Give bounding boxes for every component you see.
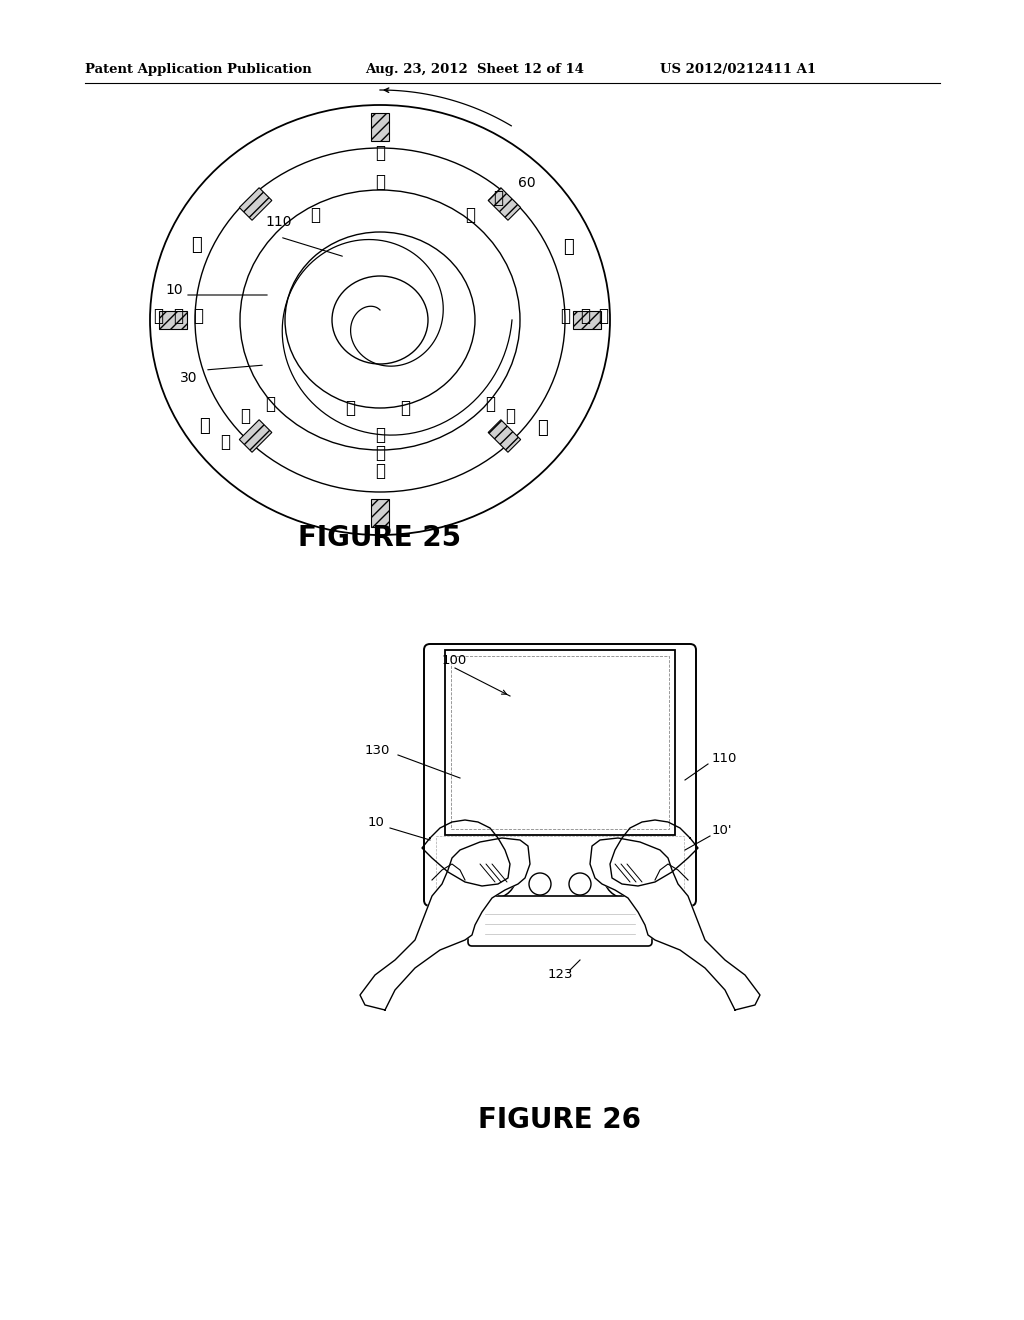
Text: 60: 60 xyxy=(518,176,536,190)
Bar xyxy=(445,649,675,836)
Text: ㅏ: ㅏ xyxy=(598,308,608,325)
Text: ㄴ: ㄴ xyxy=(560,308,570,325)
Polygon shape xyxy=(360,838,530,1010)
Text: ㅜ: ㅜ xyxy=(200,417,210,436)
Text: ㅊ: ㅊ xyxy=(580,308,590,325)
Text: ㅜ: ㅜ xyxy=(220,433,230,451)
Text: 100: 100 xyxy=(442,653,467,667)
Bar xyxy=(240,420,271,453)
Polygon shape xyxy=(590,838,760,1010)
Text: ㅌ: ㅌ xyxy=(375,444,385,462)
Text: ㅋ: ㅋ xyxy=(375,462,385,480)
Text: 30: 30 xyxy=(180,371,198,385)
Text: ㅠ: ㅠ xyxy=(375,144,385,162)
Text: ㅛ: ㅛ xyxy=(240,407,250,425)
Bar xyxy=(451,656,669,829)
Text: 110: 110 xyxy=(712,751,737,764)
FancyBboxPatch shape xyxy=(468,896,652,946)
Text: ㅛ: ㅛ xyxy=(153,308,163,325)
Bar xyxy=(488,187,520,220)
Text: 10: 10 xyxy=(165,282,182,297)
Text: 123: 123 xyxy=(548,969,573,982)
Text: 10': 10' xyxy=(712,824,732,837)
Text: US 2012/0212411 A1: US 2012/0212411 A1 xyxy=(660,63,816,77)
Text: ㅂ: ㅂ xyxy=(193,308,203,325)
Text: ㅎ: ㅎ xyxy=(173,308,183,325)
Bar xyxy=(488,420,520,453)
Text: ㅜ: ㅜ xyxy=(191,236,203,253)
Text: FIGURE 25: FIGURE 25 xyxy=(298,524,462,552)
Bar xyxy=(371,114,389,141)
Text: ㅏ: ㅏ xyxy=(537,418,548,437)
Text: ㅇ: ㅇ xyxy=(375,173,385,191)
FancyBboxPatch shape xyxy=(424,644,696,906)
Bar xyxy=(436,836,684,898)
Text: 10: 10 xyxy=(368,816,385,829)
Bar xyxy=(240,187,271,220)
Text: ㄱ: ㄱ xyxy=(505,407,515,425)
Text: ㄷ: ㄷ xyxy=(485,395,495,413)
Text: FIGURE 26: FIGURE 26 xyxy=(478,1106,641,1134)
Text: ㅈ: ㅈ xyxy=(493,189,503,207)
Text: 130: 130 xyxy=(365,743,390,756)
Text: ㅅ: ㅅ xyxy=(310,206,319,224)
Text: ㄷ: ㄷ xyxy=(400,399,410,417)
Text: ㅏ: ㅏ xyxy=(562,238,573,256)
Bar xyxy=(371,499,389,527)
Text: ㅁ: ㅁ xyxy=(345,399,355,417)
Text: ㄹ: ㄹ xyxy=(375,426,385,444)
Bar xyxy=(159,312,187,329)
Text: Aug. 23, 2012  Sheet 12 of 14: Aug. 23, 2012 Sheet 12 of 14 xyxy=(365,63,584,77)
Text: 110: 110 xyxy=(265,215,292,228)
Text: ㄱ: ㄱ xyxy=(465,206,475,224)
Text: ㅁ: ㅁ xyxy=(265,395,275,413)
Bar xyxy=(573,312,601,329)
Text: Patent Application Publication: Patent Application Publication xyxy=(85,63,311,77)
